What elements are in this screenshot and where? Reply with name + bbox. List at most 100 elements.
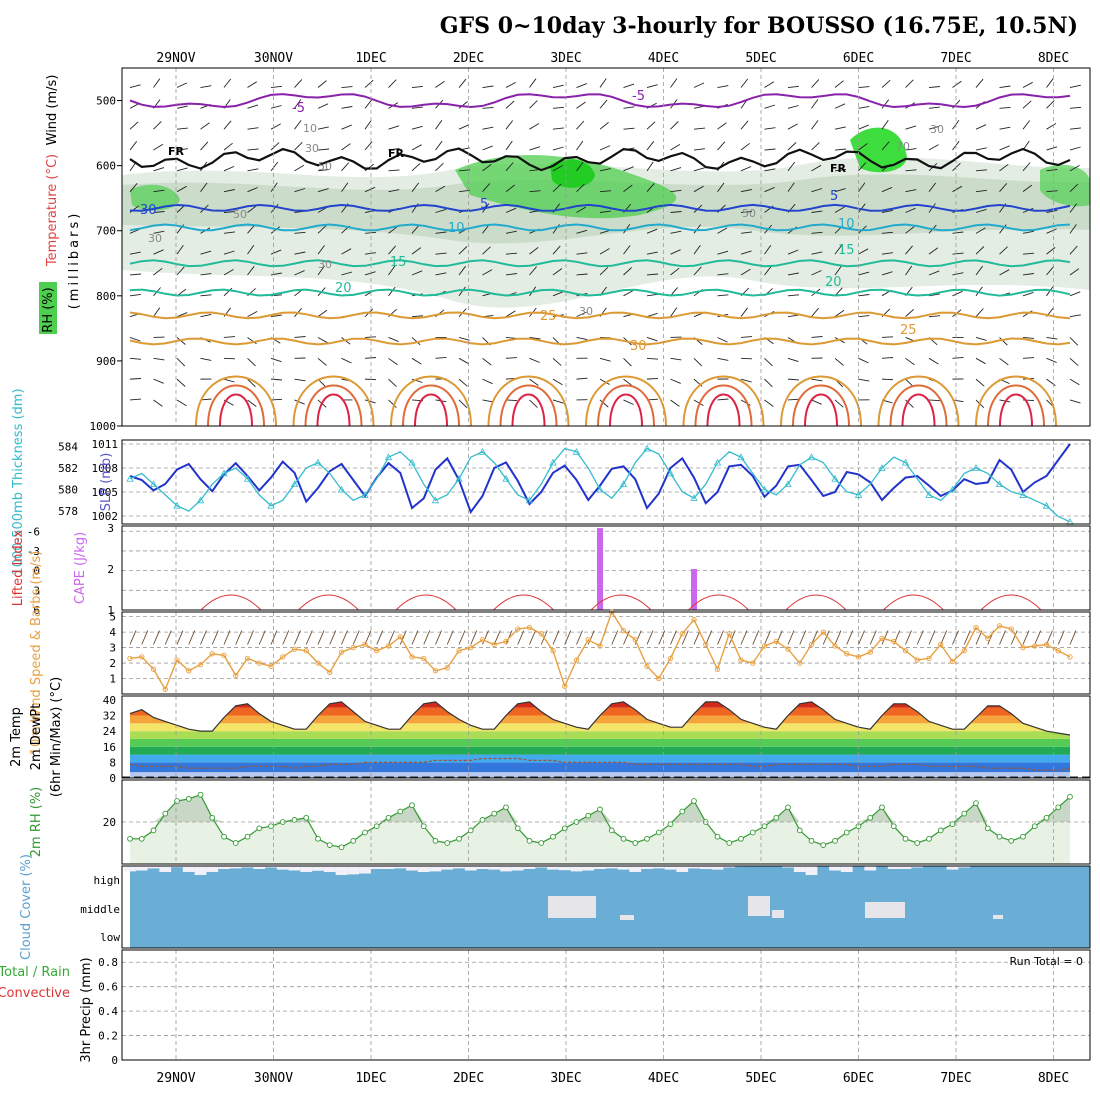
wind-barb [576, 183, 585, 192]
wind-barb [670, 357, 682, 361]
rh2m-point [1008, 838, 1015, 844]
wind-barb [1046, 266, 1054, 276]
wind-barb [411, 144, 422, 151]
high-cloud-gap [652, 866, 665, 869]
wind-barb [623, 290, 634, 297]
rh-moist-area [1040, 164, 1090, 207]
slp-tick-label: 1005 [92, 486, 119, 499]
wind-barb [717, 357, 729, 361]
wind-barb [411, 163, 421, 172]
precip-panel: 0 0.2 0.4 0.6 0.8 Run Total = 0 Total / Rain… [0, 949, 1091, 1067]
wind-speed-point [879, 635, 885, 641]
isotherm-label: 20 [825, 275, 842, 290]
rh2m-point [832, 838, 838, 844]
high-cloud-gap [664, 866, 677, 870]
wind-barb [670, 144, 681, 151]
wind-barb [223, 287, 233, 297]
high-cloud-gap [946, 866, 959, 870]
wind-barb [952, 162, 961, 172]
wind-barb [200, 313, 212, 318]
surface-warm-contour [706, 393, 741, 427]
wind-barb [834, 245, 842, 255]
wind-barb [153, 249, 164, 255]
wind-barb-10m [329, 630, 337, 645]
slp-thickness-series [126, 443, 1074, 525]
high-cloud-gap [488, 866, 501, 870]
rh2m-ticks: 20 [103, 816, 116, 829]
high-cloud-gap [629, 866, 642, 872]
wind-barb [811, 142, 820, 151]
high-cloud-gap [793, 866, 806, 872]
cloud-level-label: high [94, 874, 121, 887]
precip-tick-label: 0.2 [98, 1030, 118, 1043]
wind-barb [435, 231, 447, 234]
rh2m-point [761, 823, 768, 830]
wind-barb [200, 182, 208, 192]
wind-barb [247, 187, 258, 193]
wind-barb [999, 163, 1009, 172]
surface-warm-contour [304, 384, 363, 427]
rh2m-series [127, 791, 1073, 864]
wind-barb [811, 120, 819, 130]
wind-barb [858, 162, 867, 172]
rh2m-point [914, 840, 921, 846]
wind-barb-10m [858, 630, 865, 645]
rh2m-point [326, 842, 333, 848]
wind-barb-10m [247, 630, 254, 645]
wind-barb [1069, 378, 1080, 386]
temp2m-frame [121, 695, 1091, 779]
wind-barb-10m [294, 630, 301, 645]
cape-bar [597, 528, 603, 610]
surface-warm-contour [195, 375, 277, 427]
wind-barb [576, 252, 588, 255]
wind-barb [176, 185, 187, 193]
wind-barb-10m [164, 630, 172, 645]
ylabel-temp2m: 2m Temp [9, 707, 24, 767]
upper-air-ylabel: Wind (m/s) Temperature (°C) RH (%) (mill… [39, 75, 82, 334]
wind-barb [176, 266, 185, 276]
wind-barb [1069, 245, 1078, 255]
temp2m-series [122, 701, 1090, 778]
rh2m-point [338, 844, 345, 851]
freezing-level-label: FR [830, 162, 847, 175]
rh2m-point [749, 829, 756, 836]
wind-barb [364, 99, 373, 109]
rh2m-point [691, 798, 697, 804]
li-tick-label: 3 [33, 584, 40, 597]
slp-thickness-panel: 578 580 582 584 1002 1005 1008 1011 1000-500mb … [11, 388, 1091, 576]
wind-barb [364, 231, 377, 234]
run-total: Run Total = 0 [1010, 955, 1084, 968]
wind-barb-10m [822, 630, 830, 645]
rh2m-point [150, 827, 157, 834]
wind-barb [341, 357, 352, 364]
isotherm-line [129, 93, 1071, 109]
wind-barb [905, 265, 913, 276]
rh2m-point [879, 804, 885, 811]
rh2m-point [843, 829, 850, 836]
isotherm-label: 15 [390, 255, 407, 270]
wind-barb [1022, 273, 1034, 276]
thickness-point [807, 453, 816, 461]
wind-barb [176, 148, 188, 151]
wind-barb [975, 147, 987, 151]
wind-barb [482, 145, 493, 151]
pressure-tick-label: 700 [96, 225, 116, 238]
high-cloud-gap [464, 866, 477, 871]
wind-barb [693, 148, 705, 151]
wind-barb [388, 189, 400, 193]
wind-barb [411, 125, 423, 130]
thickness-point [384, 453, 393, 461]
wind-barb [317, 265, 325, 276]
wind-speed-point [644, 663, 650, 669]
upper-air-wind-barbs [129, 78, 1082, 409]
wind-barb [1022, 337, 1035, 339]
rh2m-point [444, 840, 451, 846]
wind-barb [294, 120, 302, 130]
thickness-point [1019, 491, 1027, 498]
wind-barb-10m [470, 630, 478, 645]
date-label-top: 7DEC [940, 51, 971, 66]
wind-barb [811, 270, 822, 276]
date-label-bottom: 8DEC [1038, 1071, 1069, 1086]
wind-speed-point [785, 646, 791, 652]
rh2m-point [632, 840, 639, 846]
